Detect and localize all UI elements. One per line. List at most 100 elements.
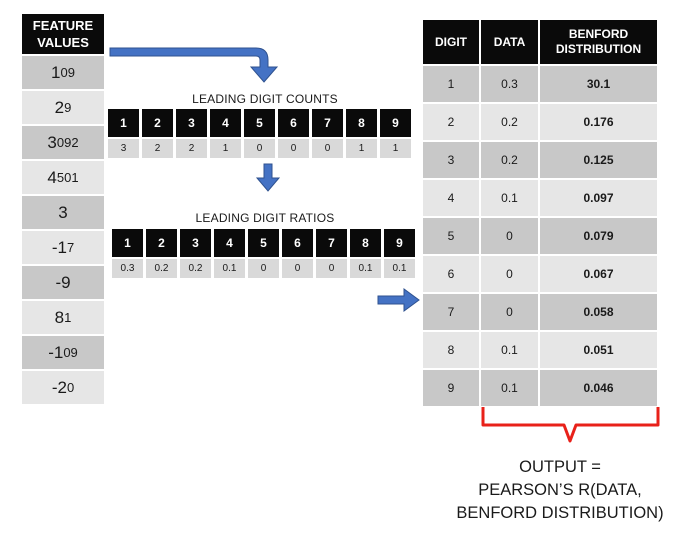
ratios-value-cell: 0 — [282, 259, 313, 278]
ratios-value-cell: 0.2 — [146, 259, 177, 278]
ratios-digit-header: 8 — [350, 229, 381, 257]
table-cell-data: 0 — [481, 294, 538, 330]
ratios-value-cell: 0.1 — [214, 259, 245, 278]
feature-value-lead: -1 — [51, 237, 67, 257]
table-header-digit: DIGIT — [423, 20, 479, 64]
feature-values-header: FEATURE VALUES — [22, 14, 104, 54]
feature-value-cell: 3 — [22, 196, 104, 229]
counts-value-cell: 1 — [380, 139, 411, 158]
ratios-value-cell: 0 — [316, 259, 347, 278]
counts-digit-header: 1 — [108, 109, 139, 137]
output-line1: OUTPUT = — [519, 458, 601, 476]
counts-value-cell: 1 — [346, 139, 377, 158]
feature-value-lead: 1 — [51, 62, 61, 82]
table-cell-data: 0 — [481, 256, 538, 292]
table-cell-benford: 0.097 — [540, 180, 657, 216]
counts-digit-header: 5 — [244, 109, 275, 137]
ratios-value-cell: 0.3 — [112, 259, 143, 278]
right-arrow-icon — [377, 288, 420, 312]
counts-value-cell: 1 — [210, 139, 241, 158]
feature-values-header-line2: VALUES — [37, 35, 89, 50]
counts-value-cell: 0 — [244, 139, 275, 158]
feature-value-cell: 1 09 — [22, 56, 104, 89]
table-header-benford: BENFORD DISTRIBUTION — [540, 20, 657, 64]
feature-value-lead: -9 — [55, 272, 71, 292]
table-cell-digit: 7 — [423, 294, 479, 330]
table-cell-benford: 0.067 — [540, 256, 657, 292]
output-formula: OUTPUT = PEARSON’S R(DATA, BENFORD DISTR… — [420, 456, 700, 525]
table-cell-benford: 0.046 — [540, 370, 657, 406]
feature-value-rest: 7 — [66, 240, 75, 255]
leading-digit-ratios-title: LEADING DIGIT RATIOS — [195, 211, 335, 225]
counts-digit-header: 2 — [142, 109, 173, 137]
counts-digit-header: 8 — [346, 109, 377, 137]
output-line2: PEARSON’S R(DATA, — [478, 481, 642, 499]
counts-digit-header: 6 — [278, 109, 309, 137]
counts-digit-header: 3 — [176, 109, 207, 137]
feature-value-rest: 1 — [64, 310, 72, 325]
counts-digit-header: 7 — [312, 109, 343, 137]
table-cell-digit: 8 — [423, 332, 479, 368]
table-cell-digit: 1 — [423, 66, 479, 102]
counts-value-cell: 3 — [108, 139, 139, 158]
feature-value-lead: -2 — [51, 377, 67, 397]
ratios-value-cell: 0.1 — [384, 259, 415, 278]
feature-value-rest: 09 — [60, 65, 75, 80]
table-header-data: DATA — [481, 20, 538, 64]
table-header-benford-line1: BENFORD — [568, 27, 629, 41]
feature-value-lead: 2 — [54, 97, 65, 117]
ratios-digit-header: 3 — [180, 229, 211, 257]
ratios-value-cell: 0 — [248, 259, 279, 278]
table-cell-benford: 0.058 — [540, 294, 657, 330]
counts-value-cell: 0 — [312, 139, 343, 158]
ratios-digit-header: 2 — [146, 229, 177, 257]
output-line3: BENFORD DISTRIBUTION) — [456, 504, 664, 522]
table-cell-data: 0.2 — [481, 104, 538, 140]
table-cell-data: 0.1 — [481, 370, 538, 406]
table-cell-benford: 0.051 — [540, 332, 657, 368]
ratios-value-cell: 0.1 — [350, 259, 381, 278]
table-cell-digit: 3 — [423, 142, 479, 178]
ratios-digit-header: 9 — [384, 229, 415, 257]
feature-value-cell: -1 09 — [22, 336, 104, 369]
feature-value-rest: 09 — [63, 345, 78, 360]
feature-value-lead: 4 — [47, 167, 57, 187]
ratios-digit-header: 5 — [248, 229, 279, 257]
feature-value-lead: 3 — [47, 132, 57, 152]
table-cell-data: 0.1 — [481, 180, 538, 216]
counts-digit-header: 4 — [210, 109, 241, 137]
counts-digit-header: 9 — [380, 109, 411, 137]
bent-arrow-icon — [109, 47, 279, 83]
feature-value-rest: 9 — [64, 100, 72, 115]
counts-value-cell: 2 — [142, 139, 173, 158]
leading-digit-counts-title: LEADING DIGIT COUNTS — [192, 92, 338, 106]
feature-value-lead: 3 — [58, 202, 68, 222]
feature-value-rest: 092 — [56, 135, 79, 150]
table-cell-data: 0.2 — [481, 142, 538, 178]
table-cell-digit: 5 — [423, 218, 479, 254]
feature-value-cell: -9 — [22, 266, 104, 299]
table-cell-digit: 2 — [423, 104, 479, 140]
table-cell-digit: 6 — [423, 256, 479, 292]
down-arrow-icon — [255, 163, 281, 192]
feature-value-cell: -1 7 — [22, 231, 104, 264]
output-brace-icon — [481, 407, 660, 443]
feature-value-rest: 501 — [56, 170, 79, 185]
feature-value-lead: 8 — [54, 307, 65, 327]
table-cell-data: 0 — [481, 218, 538, 254]
feature-value-lead: -1 — [48, 342, 64, 362]
counts-value-cell: 0 — [278, 139, 309, 158]
table-cell-benford: 0.176 — [540, 104, 657, 140]
table-header-benford-line2: DISTRIBUTION — [555, 42, 642, 56]
feature-value-rest: 0 — [66, 380, 75, 395]
feature-value-cell: 4 501 — [22, 161, 104, 194]
counts-value-cell: 2 — [176, 139, 207, 158]
ratios-digit-header: 6 — [282, 229, 313, 257]
feature-value-cell: 3 092 — [22, 126, 104, 159]
ratios-value-cell: 0.2 — [180, 259, 211, 278]
ratios-digit-header: 4 — [214, 229, 245, 257]
feature-values-header-line1: FEATURE — [32, 18, 94, 33]
